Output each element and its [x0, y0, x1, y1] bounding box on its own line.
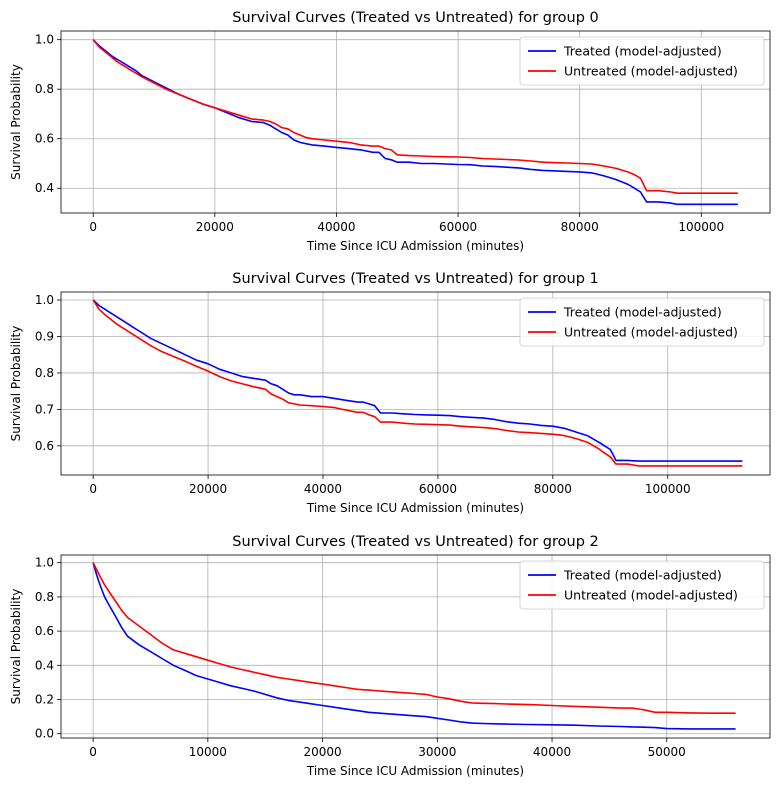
series-line-untreated: [92, 299, 743, 467]
x-tick-label: 100000: [645, 482, 691, 496]
series-line-treated: [92, 562, 736, 730]
series-line-untreated: [92, 39, 738, 194]
y-tick-label: 0.6: [35, 439, 54, 453]
x-tick-label: 20000: [189, 482, 227, 496]
chart-0: 0 20000 40000 60000 80000 100000 0.4 0.6 0.8 1.0 S…: [9, 10, 771, 253]
legend-label: Treated (model-adjusted): [563, 44, 722, 59]
x-tick-label: 40000: [533, 745, 571, 759]
x-tick-label: 30000: [418, 745, 456, 759]
plot-area: [60, 30, 771, 214]
y-tick-label: 0.4: [35, 181, 54, 195]
y-tick-label: 0.8: [35, 366, 54, 380]
plot-area: [60, 554, 771, 739]
x-axis-label: Time Since ICU Admission (minutes): [306, 501, 524, 515]
series-line-untreated: [92, 562, 736, 715]
x-tick-label: 0: [89, 745, 97, 759]
x-tick-label: 20000: [303, 745, 341, 759]
legend: Treated (model-adjusted) Untreated (model…: [519, 36, 765, 86]
legend-label: Treated (model-adjusted): [563, 305, 722, 320]
y-tick-label: 0.8: [35, 590, 54, 604]
legend: Treated (model-adjusted) Untreated (model…: [519, 560, 765, 610]
legend-label: Untreated (model-adjusted): [564, 588, 738, 603]
legend-label: Untreated (model-adjusted): [564, 64, 738, 79]
x-tick-label: 80000: [561, 220, 599, 234]
x-tick-label: 0: [89, 220, 97, 234]
y-tick-label: 0.0: [35, 727, 54, 741]
y-tick-label: 1.0: [35, 33, 54, 47]
x-tick-label: 80000: [534, 482, 572, 496]
y-tick-label: 0.6: [35, 132, 54, 146]
y-axis-label: Survival Probability: [9, 64, 23, 180]
legend-box: [519, 297, 765, 347]
y-axis-label: Survival Probability: [9, 589, 23, 705]
x-tick-label: 60000: [439, 220, 477, 234]
x-tick-label: 10000: [189, 745, 227, 759]
chart-title: Survival Curves (Treated vs Untreated) f…: [232, 10, 599, 26]
legend-box: [519, 36, 765, 86]
legend-box: [519, 560, 765, 610]
y-tick-label: 0.2: [35, 693, 54, 707]
x-tick-label: 40000: [317, 220, 355, 234]
x-axis-label: Time Since ICU Admission (minutes): [306, 239, 524, 253]
y-tick-label: 1.0: [35, 293, 54, 307]
x-tick-label: 40000: [304, 482, 342, 496]
chart-1: 0 20000 40000 60000 80000 100000 0.6 0.7 0.8 0.9 1…: [9, 271, 771, 515]
x-tick-label: 100000: [678, 220, 724, 234]
chart-title: Survival Curves (Treated vs Untreated) f…: [232, 271, 599, 287]
y-tick-label: 1.0: [35, 556, 54, 570]
x-tick-label: 0: [89, 482, 97, 496]
legend: Treated (model-adjusted) Untreated (model…: [519, 297, 765, 347]
y-tick-label: 0.9: [35, 329, 54, 343]
x-tick-label: 20000: [196, 220, 234, 234]
chart-title: Survival Curves (Treated vs Untreated) f…: [232, 534, 599, 550]
x-tick-label: 60000: [419, 482, 457, 496]
x-axis-label: Time Since ICU Admission (minutes): [306, 764, 524, 778]
series-line-treated: [92, 299, 743, 462]
x-tick-label: 50000: [648, 745, 686, 759]
y-tick-label: 0.6: [35, 624, 54, 638]
chart-2: 0 10000 20000 30000 40000 50000 0.0 0.2 0.4 0.6 0.…: [9, 534, 771, 778]
legend-label: Treated (model-adjusted): [563, 568, 722, 583]
y-tick-label: 0.4: [35, 658, 54, 672]
y-tick-label: 0.8: [35, 82, 54, 96]
plot-area: [60, 291, 771, 476]
legend-label: Untreated (model-adjusted): [564, 325, 738, 340]
y-axis-label: Survival Probability: [9, 326, 23, 442]
y-tick-label: 0.7: [35, 402, 54, 416]
